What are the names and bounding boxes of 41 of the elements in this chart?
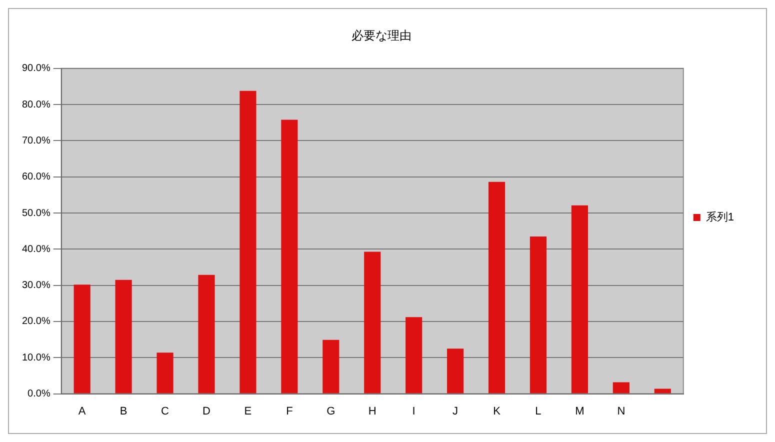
- x-tick-label: N: [617, 405, 626, 418]
- x-tick-label: A: [78, 405, 86, 418]
- bar: [364, 252, 381, 394]
- bar: [447, 348, 464, 394]
- bar: [530, 236, 547, 394]
- bar: [198, 274, 215, 394]
- x-tick-label: B: [120, 405, 128, 418]
- y-tick-label: 50.0%: [22, 208, 50, 219]
- y-tick-label: 40.0%: [22, 244, 50, 255]
- x-tick-label: G: [326, 405, 336, 418]
- bar: [406, 317, 422, 394]
- x-tick-label: J: [452, 405, 458, 418]
- y-tick-label: 60.0%: [22, 172, 50, 183]
- legend-label: 系列1: [706, 210, 734, 224]
- x-tick-label: F: [286, 405, 294, 418]
- bar: [115, 280, 132, 394]
- bar: [488, 182, 506, 394]
- bar: [612, 382, 630, 394]
- bar: [74, 284, 90, 394]
- x-tick-label: D: [202, 405, 211, 418]
- y-tick-label: 90.0%: [22, 63, 50, 74]
- x-tick-label: E: [244, 405, 252, 418]
- y-tick-label: 0.0%: [28, 388, 50, 400]
- bar: [240, 90, 256, 394]
- y-tick-label: 80.0%: [22, 99, 50, 110]
- y-tick-label: 70.0%: [22, 135, 50, 146]
- bar: [571, 205, 588, 394]
- x-tick-label: K: [493, 405, 502, 418]
- x-tick-label: C: [161, 405, 170, 418]
- x-tick-label: H: [368, 405, 376, 418]
- y-tick-label: 30.0%: [22, 280, 50, 292]
- bar: [322, 340, 340, 394]
- chart-title: 必要な理由: [352, 28, 412, 43]
- y-tick-label: 10.0%: [22, 352, 50, 364]
- bar: [281, 120, 298, 394]
- y-tick-label: 20.0%: [22, 316, 50, 328]
- x-tick-label: I: [412, 405, 416, 418]
- x-tick-label: L: [535, 405, 542, 418]
- bar: [156, 352, 174, 394]
- x-tick-label: M: [575, 405, 584, 418]
- bar: [654, 388, 671, 394]
